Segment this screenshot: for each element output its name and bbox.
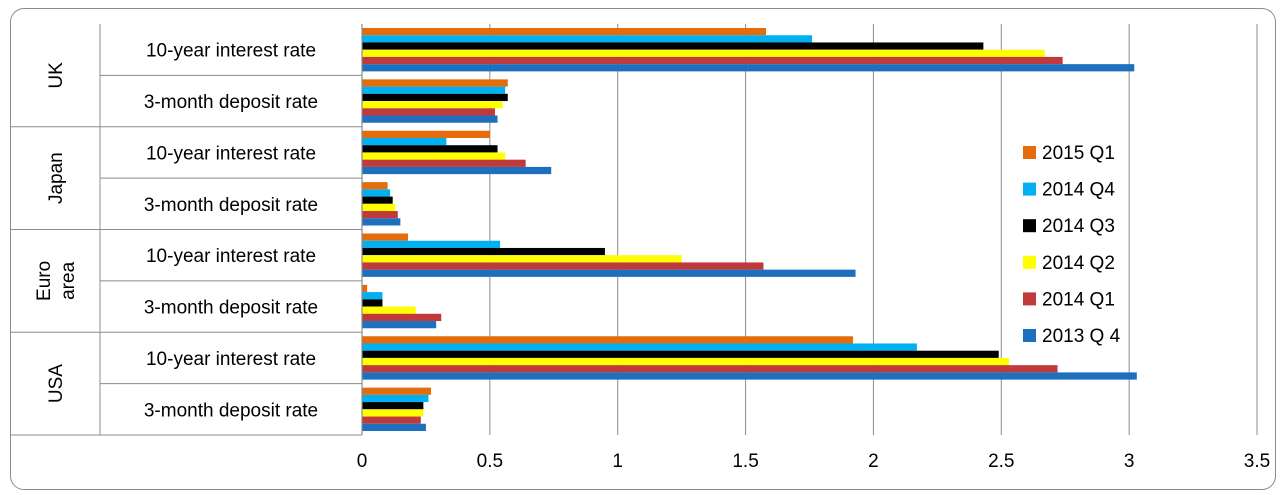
bar	[362, 402, 424, 410]
group-label: Euro	[34, 261, 55, 301]
bar	[362, 218, 401, 226]
category-label: 3-month deposit rate	[144, 400, 318, 421]
category-label: 10-year interest rate	[146, 349, 316, 370]
bar	[362, 152, 506, 160]
bar	[362, 86, 506, 94]
bar	[362, 145, 498, 153]
bar	[362, 130, 490, 138]
bar	[362, 240, 501, 248]
bar	[362, 423, 426, 431]
bar	[362, 255, 682, 263]
bar	[362, 203, 396, 212]
legend-swatch	[1023, 219, 1036, 233]
bar	[362, 284, 368, 293]
bar	[362, 321, 437, 329]
bar	[362, 49, 1045, 57]
bar	[362, 416, 421, 424]
bar	[362, 56, 1063, 65]
legend-swatch	[1023, 182, 1036, 196]
bar	[362, 357, 1009, 366]
bar	[362, 64, 1135, 72]
x-tick-label: 0	[357, 451, 368, 472]
x-tick-label: 3.5	[1244, 451, 1270, 472]
category-label: 10-year interest rate	[146, 143, 316, 164]
legend-swatch	[1023, 255, 1036, 269]
bar	[362, 233, 409, 241]
bar	[362, 28, 767, 36]
bar	[362, 196, 393, 204]
bar	[362, 365, 1058, 373]
bar	[362, 299, 383, 307]
group-label: area	[58, 261, 79, 299]
bar	[362, 108, 495, 116]
bar	[362, 306, 416, 314]
bar	[362, 93, 508, 102]
group-label: Japan	[46, 152, 67, 204]
bar	[362, 166, 552, 175]
bar	[362, 137, 447, 146]
legend-label: 2014 Q3	[1042, 216, 1115, 237]
x-tick-label: 0.5	[477, 451, 503, 472]
bar	[362, 189, 391, 197]
bar	[362, 247, 605, 256]
legend-swatch	[1023, 146, 1036, 159]
bar	[362, 313, 442, 322]
legend-label: 2015 Q1	[1042, 143, 1115, 164]
x-tick-label: 1.5	[732, 451, 758, 472]
legend-swatch	[1023, 292, 1036, 306]
x-tick-label: 2.5	[988, 451, 1014, 472]
x-tick-label: 1	[612, 451, 623, 472]
bar	[362, 336, 853, 344]
x-tick-label: 3	[1124, 451, 1135, 472]
bar	[362, 262, 764, 270]
bar	[362, 387, 432, 395]
bar	[362, 394, 429, 403]
bar	[362, 269, 856, 277]
bar	[362, 42, 984, 50]
bar	[362, 35, 813, 43]
category-label: 3-month deposit rate	[144, 92, 318, 113]
chart-frame	[10, 8, 1276, 490]
bar	[362, 115, 498, 123]
bar	[362, 350, 999, 358]
legend-label: 2014 Q4	[1042, 180, 1115, 201]
legend-label: 2014 Q1	[1042, 289, 1115, 310]
bar	[362, 409, 424, 417]
legend-label: 2014 Q2	[1042, 253, 1115, 274]
bar	[362, 159, 526, 167]
bar	[362, 211, 398, 219]
group-label: UK	[46, 62, 67, 89]
bar	[362, 101, 503, 109]
bar	[362, 372, 1137, 380]
bar	[362, 79, 508, 87]
category-label: 3-month deposit rate	[144, 298, 318, 319]
category-label: 3-month deposit rate	[144, 195, 318, 216]
legend-swatch	[1023, 329, 1036, 342]
bar	[362, 343, 917, 351]
x-tick-label: 2	[868, 451, 879, 472]
category-label: 10-year interest rate	[146, 246, 316, 267]
bar	[362, 182, 388, 190]
bar	[362, 292, 383, 300]
category-label: 10-year interest rate	[146, 41, 316, 62]
group-label: USA	[46, 364, 67, 403]
legend-label: 2013 Q 4	[1042, 326, 1121, 347]
